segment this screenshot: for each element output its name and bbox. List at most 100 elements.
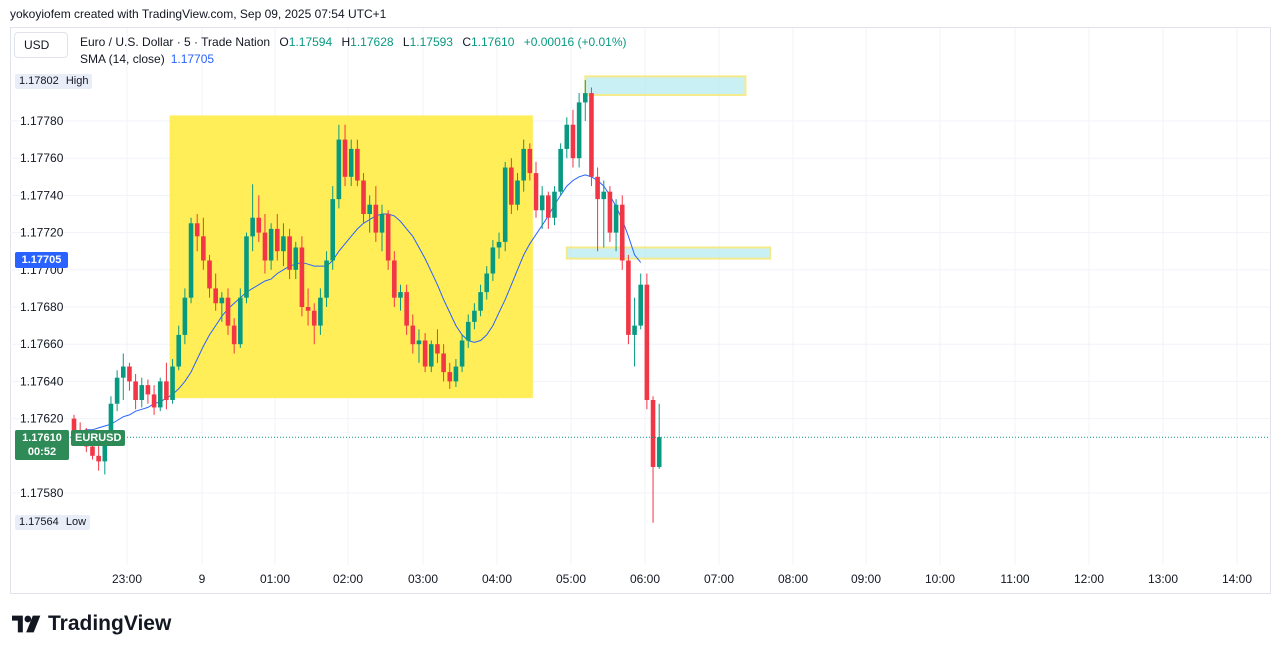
candle-body xyxy=(496,241,502,248)
candle-body xyxy=(490,247,496,274)
bar-countdown: 00:52 xyxy=(27,446,57,458)
candle-body xyxy=(324,260,329,298)
current-price-value: 1.17610 xyxy=(22,432,62,444)
candle-body xyxy=(164,381,169,400)
currency-button[interactable]: USD xyxy=(14,32,68,58)
price-tick-label: 1.17640 xyxy=(20,374,64,388)
candle-body xyxy=(509,167,514,205)
brand-name: TradingView xyxy=(48,612,172,635)
candle-body xyxy=(231,325,237,345)
candle-body xyxy=(644,284,650,400)
candle-body xyxy=(145,385,151,395)
price-tick-label: 1.17760 xyxy=(20,151,64,165)
time-tick-label: 02:00 xyxy=(333,572,363,586)
candle-body xyxy=(373,204,379,233)
candle-body xyxy=(502,167,508,242)
candle-body xyxy=(262,232,268,261)
candle-body xyxy=(392,260,397,298)
candle-body xyxy=(521,148,526,181)
symbol-title[interactable]: Euro / U.S. Dollar · 5 · Trade Nation xyxy=(80,35,271,49)
candle-body xyxy=(589,93,594,177)
price-axis: 1.177801.177601.177401.177201.177001.176… xyxy=(20,114,64,500)
candle-body xyxy=(194,223,200,237)
candle-body xyxy=(422,340,428,367)
candle-body xyxy=(367,204,372,214)
candle-body xyxy=(478,292,483,311)
candles-layer xyxy=(71,80,662,523)
sma-price-tag: 1.17705 xyxy=(15,252,68,268)
supply-demand-zone xyxy=(584,75,747,96)
candle-body xyxy=(311,310,317,326)
candle-body xyxy=(453,366,459,382)
time-tick-label: 03:00 xyxy=(408,572,438,586)
candle-body xyxy=(250,217,255,237)
candle-body xyxy=(348,148,354,177)
candle-body xyxy=(238,297,243,345)
candle-body xyxy=(632,325,637,335)
annotation-layer xyxy=(169,75,772,399)
open-value: 1.17594 xyxy=(288,35,333,49)
candle-body xyxy=(361,180,366,214)
price-tick-label: 1.17780 xyxy=(20,114,64,128)
tradingview-logo-icon xyxy=(12,615,41,633)
candle-body xyxy=(607,191,613,233)
candle-body xyxy=(638,284,644,326)
candle-body xyxy=(582,93,588,103)
candle-body xyxy=(428,344,434,367)
time-tick-label: 13:00 xyxy=(1148,572,1178,586)
sma-legend[interactable]: SMA (14, close) 1.17705 xyxy=(80,52,214,66)
high-label: H xyxy=(341,35,351,49)
tradingview-logo[interactable]: TradingView xyxy=(12,612,171,636)
candle-body xyxy=(102,437,108,462)
candle-body xyxy=(133,381,138,400)
time-tick-label: 04:00 xyxy=(482,572,512,586)
candle-body xyxy=(139,385,145,400)
ohlc-legend: Euro / U.S. Dollar · 5 · Trade Nation O1… xyxy=(80,35,626,49)
candle-body xyxy=(558,148,563,192)
candle-body xyxy=(157,381,163,408)
candle-body xyxy=(151,394,157,408)
candle-body xyxy=(385,214,391,261)
price-tick-label: 1.17580 xyxy=(20,486,64,500)
candle-body xyxy=(416,340,422,345)
candle-body xyxy=(274,228,280,252)
high-price-label: High xyxy=(65,75,89,87)
candle-body xyxy=(213,288,218,304)
candle-body xyxy=(108,403,114,438)
time-tick-label: 10:00 xyxy=(925,572,955,586)
candle-body xyxy=(601,191,607,200)
candle-body xyxy=(435,344,440,354)
candle-body xyxy=(342,139,348,177)
low-price-value: 1.17564 xyxy=(19,516,59,528)
candle-body xyxy=(299,247,305,307)
low-price-label: Low xyxy=(65,516,87,528)
time-tick-label: 06:00 xyxy=(630,572,660,586)
close-value: 1.17610 xyxy=(471,35,515,49)
candle-body xyxy=(613,204,619,233)
candle-body xyxy=(570,124,576,159)
candle-body xyxy=(281,236,286,252)
candle-body xyxy=(546,195,551,218)
candle-body xyxy=(182,297,188,335)
time-tick-label: 09:00 xyxy=(851,572,881,586)
chart-frame xyxy=(10,27,1271,594)
candle-body xyxy=(207,260,212,289)
candle-body xyxy=(293,247,299,270)
low-label: L xyxy=(402,35,410,49)
time-tick-label: 08:00 xyxy=(778,572,808,586)
price-tick-label: 1.17680 xyxy=(20,300,64,314)
candle-body xyxy=(90,446,95,456)
candle-body xyxy=(656,437,662,467)
candle-body xyxy=(533,173,539,211)
time-axis: 23:00 9 01:00 02:00 03:00 04:00 05:00 06:00 07:0… xyxy=(112,572,1252,586)
candle-body xyxy=(472,310,477,322)
candle-body xyxy=(564,124,570,149)
candle-body xyxy=(465,321,471,341)
candle-body xyxy=(552,191,557,218)
candle-body xyxy=(96,455,101,462)
high-price-value: 1.17802 xyxy=(19,75,59,87)
candle-body xyxy=(176,334,182,367)
current-price-tag: 1.17610 00:52 xyxy=(15,430,69,460)
time-tick-label: 05:00 xyxy=(556,572,586,586)
